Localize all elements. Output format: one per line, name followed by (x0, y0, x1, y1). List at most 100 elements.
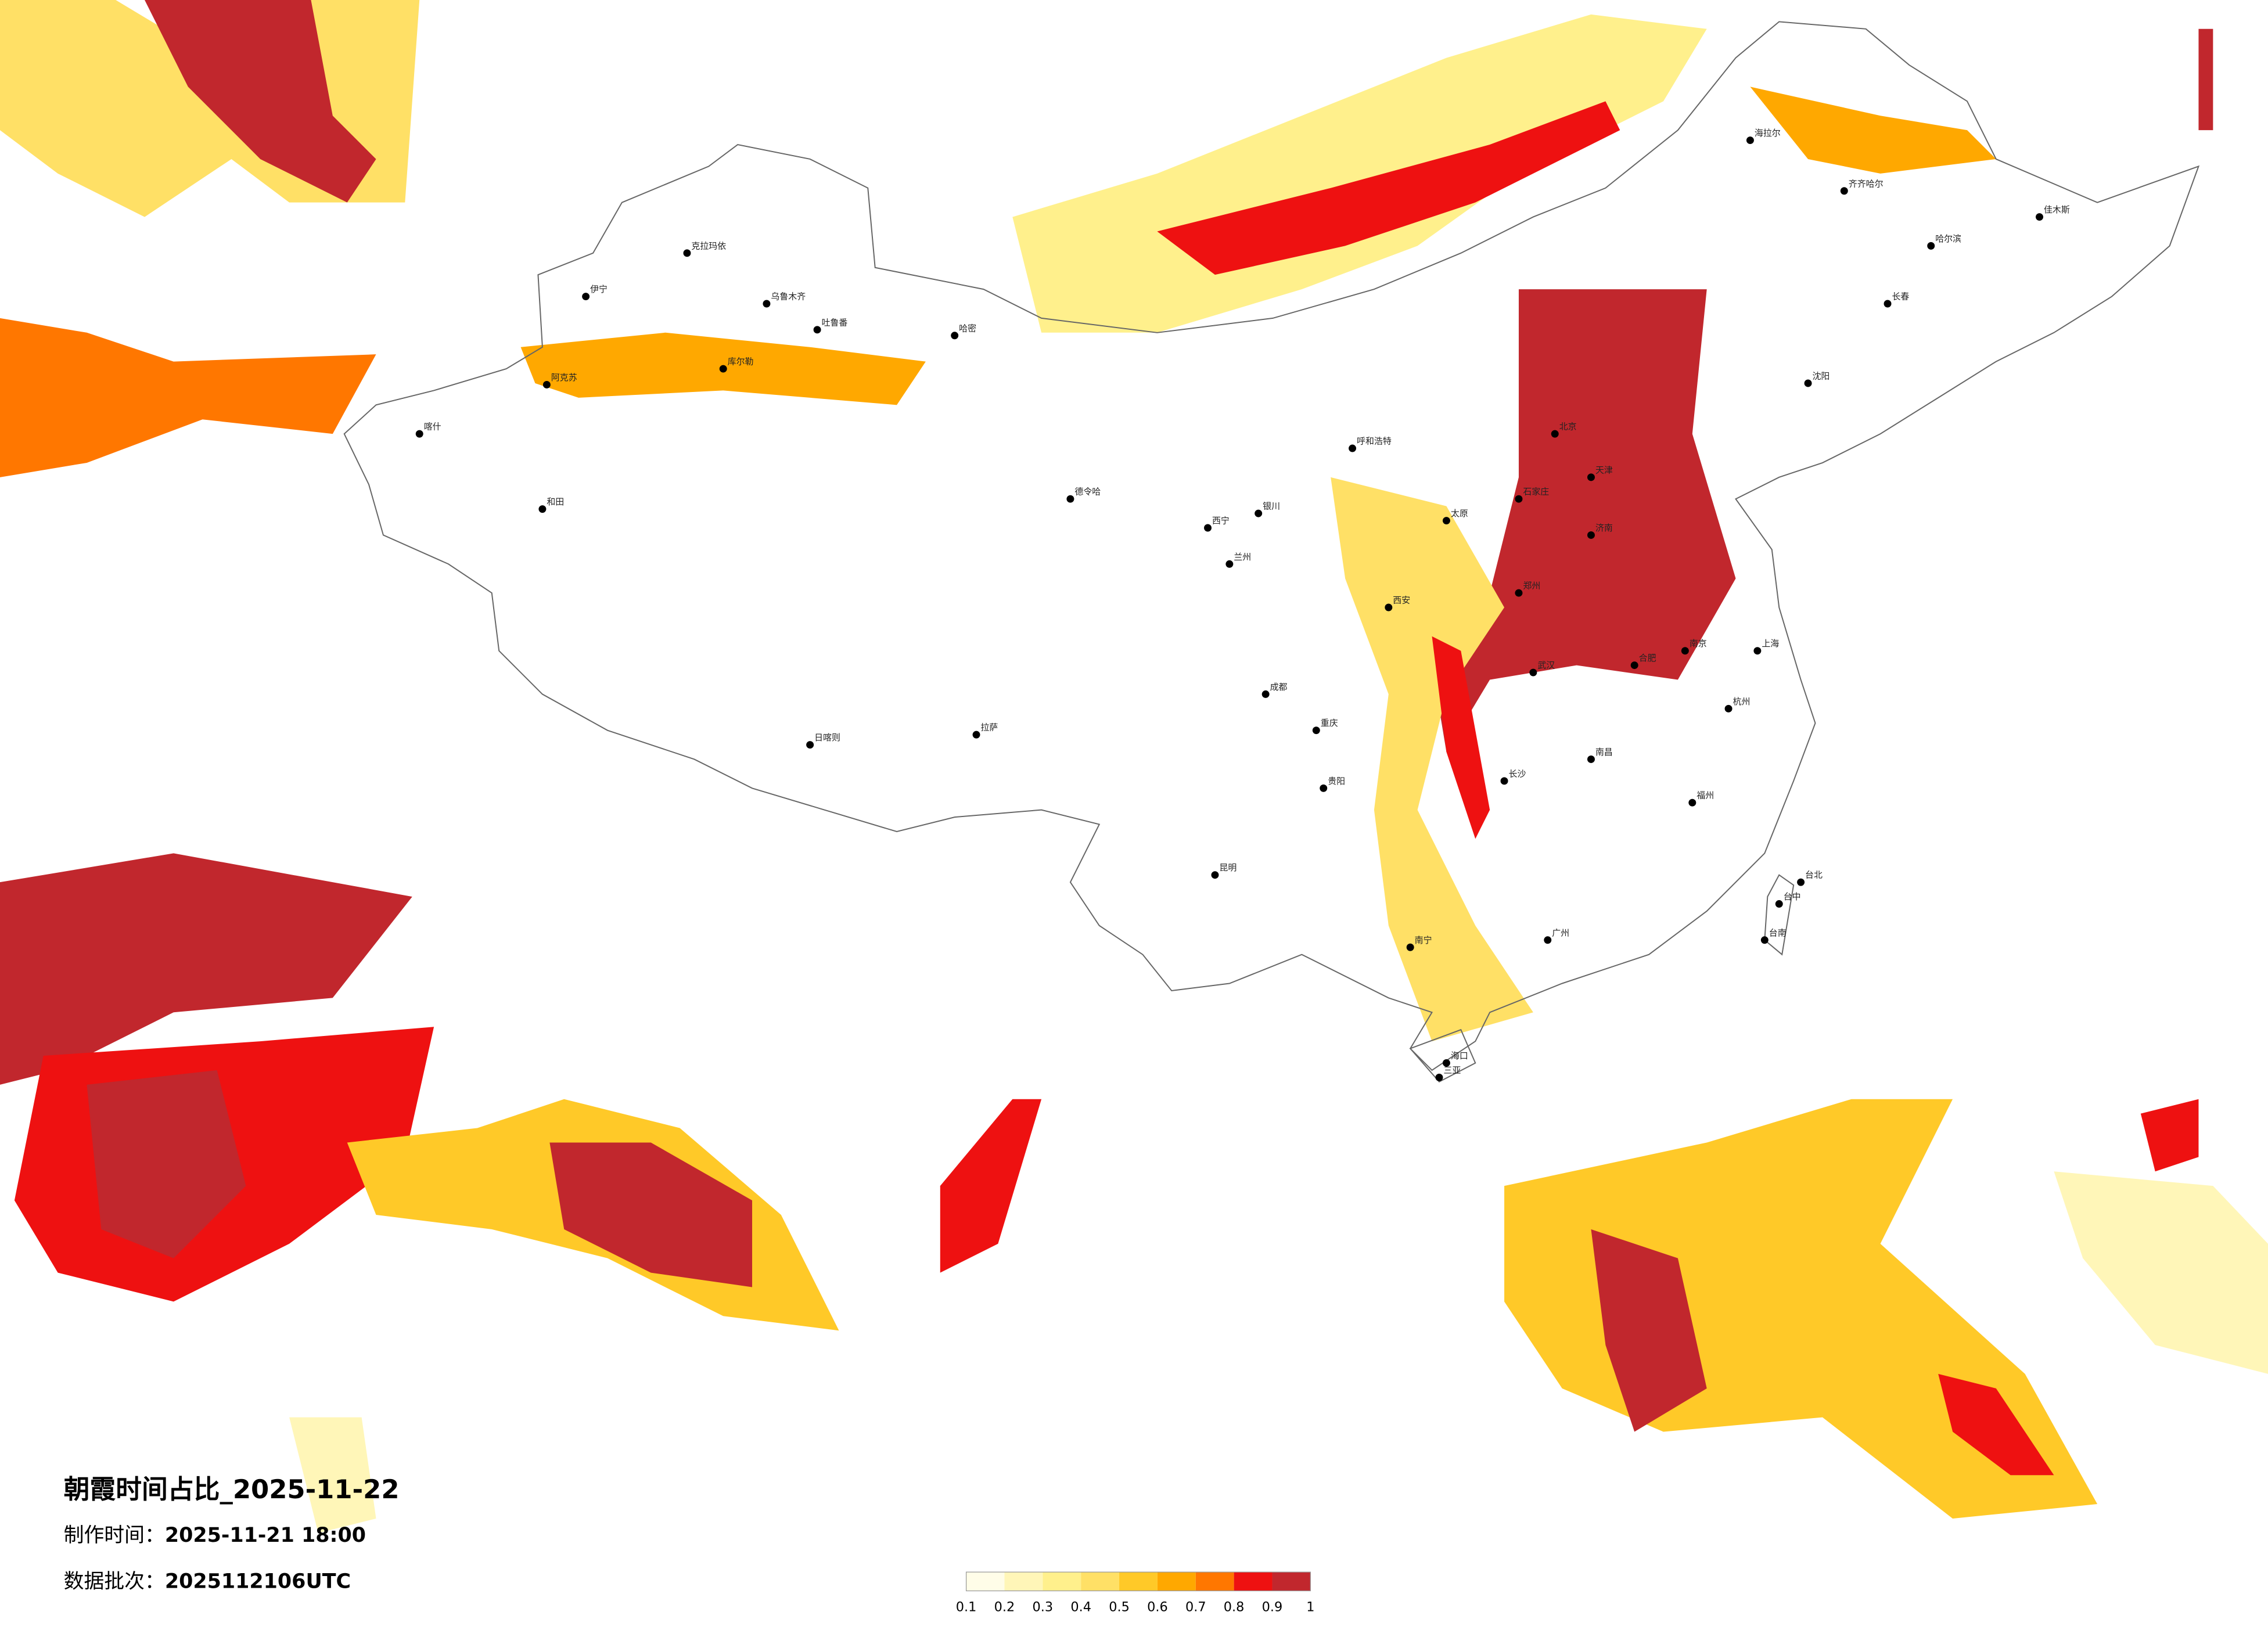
city-label: 上海 (1762, 638, 1779, 649)
city-dot (1442, 517, 1450, 525)
heatmap (0, 0, 2268, 1533)
city-label: 日喀则 (814, 732, 840, 743)
island-outline (1409, 1028, 1476, 1083)
legend-tick-label: 0.2 (994, 1599, 1015, 1614)
heat-area (2140, 1099, 2199, 1172)
heat-area (1591, 1229, 1707, 1432)
city-label: 克拉玛依 (691, 240, 726, 251)
city-label: 库尔勒 (728, 357, 754, 367)
city-dot (1587, 473, 1595, 481)
city-label: 兰州 (1234, 552, 1251, 562)
city-dot (1312, 726, 1320, 735)
city-dot (1406, 943, 1414, 951)
legend: 0.1 0.2 0.3 0.4 0.5 0.6 0.7 0.8 0.9 1 (956, 1571, 1314, 1614)
city-dot (415, 430, 423, 438)
city-dot (763, 300, 771, 308)
city-label: 齐齐哈尔 (1849, 178, 1884, 189)
city-dot (951, 332, 959, 340)
heat-area (1938, 1373, 2054, 1476)
heat-area (87, 1070, 246, 1258)
legend-swatch (966, 1572, 1005, 1591)
island-outline (1764, 874, 1795, 956)
city-label: 佳木斯 (2044, 204, 2070, 215)
city-label: 南京 (1690, 638, 1707, 649)
city-label: 济南 (1595, 523, 1613, 533)
city-dot (1261, 690, 1270, 698)
legend-swatch (1272, 1572, 1311, 1591)
city-dot (1500, 777, 1508, 785)
city-label: 南宁 (1415, 935, 1432, 945)
legend-swatch (1043, 1572, 1081, 1591)
city-dot (1927, 242, 1935, 250)
legend-tick-label: 0.8 (1224, 1599, 1245, 1614)
city-dot (1442, 1059, 1450, 1067)
map-title: 朝霞时间占比_2025-11-22 (64, 1474, 400, 1505)
city-dot (1066, 495, 1074, 503)
city-label: 三亚 (1443, 1065, 1461, 1075)
city-dot (683, 249, 691, 257)
city-dot (1760, 936, 1769, 944)
city-label: 台南 (1769, 927, 1787, 938)
heat-area (1012, 14, 1707, 333)
legend-frame (965, 1571, 1311, 1592)
heat-area (549, 1142, 753, 1287)
city-dot (1587, 531, 1595, 539)
city-dot (1724, 704, 1733, 713)
city-label: 阿克苏 (551, 372, 577, 383)
heat-area (1157, 101, 1620, 275)
city-label: 石家庄 (1523, 487, 1549, 497)
city-label: 德令哈 (1074, 487, 1101, 497)
heat-area (289, 1417, 376, 1533)
city-dot (2036, 213, 2043, 221)
city-dot (582, 293, 590, 301)
city-label: 哈密 (959, 323, 976, 333)
city-dot (972, 731, 980, 739)
heat-area (0, 318, 376, 477)
city-dot (1529, 668, 1537, 677)
city-label: 西宁 (1212, 516, 1230, 526)
legend-tick-label: 0.9 (1262, 1599, 1283, 1614)
legend-tick-label: 0.6 (1147, 1599, 1168, 1614)
legend-tick-label: 0.7 (1185, 1599, 1206, 1614)
city-dot (1551, 430, 1559, 438)
heat-area (1432, 289, 1736, 753)
city-label: 呼和浩特 (1357, 436, 1392, 447)
heat-area (1331, 477, 1533, 1042)
city-label: 南昌 (1595, 747, 1613, 757)
city-label: 吐鲁番 (822, 317, 848, 328)
legend-tick-label: 0.5 (1109, 1599, 1130, 1614)
legend-swatch (1157, 1572, 1196, 1591)
city-dot (1211, 871, 1219, 879)
city-label: 和田 (547, 497, 564, 507)
city-label: 海口 (1451, 1051, 1468, 1061)
city-label: 成都 (1270, 682, 1288, 692)
city-label: 西安 (1393, 595, 1410, 606)
city-dot (1225, 560, 1234, 568)
city-label: 台北 (1805, 870, 1823, 880)
city-dot (1320, 784, 1328, 792)
legend-tick-label: 0.4 (1070, 1599, 1091, 1614)
city-label: 福州 (1696, 790, 1714, 801)
legend-tick-label: 0.3 (1033, 1599, 1054, 1614)
city-dot (1255, 509, 1263, 517)
city-label: 喀什 (424, 422, 441, 432)
city-dot (1515, 589, 1523, 597)
city-dot (538, 505, 547, 513)
city-label: 长春 (1892, 292, 1909, 302)
city-label: 台中 (1784, 891, 1801, 902)
legend-tick-label: 1 (1306, 1599, 1314, 1614)
city-label: 郑州 (1523, 581, 1540, 591)
city-label: 哈尔滨 (1935, 233, 1961, 244)
made-time-label: 制作时间： (64, 1524, 165, 1547)
legend-tick-label: 0.1 (956, 1599, 977, 1614)
legend-swatch (1234, 1572, 1273, 1591)
city-label: 北京 (1559, 422, 1577, 432)
city-dot (1435, 1073, 1443, 1081)
city-dot (1746, 136, 1754, 145)
city-dot (1804, 379, 1812, 387)
city-dot (542, 380, 551, 388)
city-dot (813, 326, 821, 334)
city-label: 广州 (1552, 927, 1569, 938)
city-label: 银川 (1263, 501, 1280, 512)
